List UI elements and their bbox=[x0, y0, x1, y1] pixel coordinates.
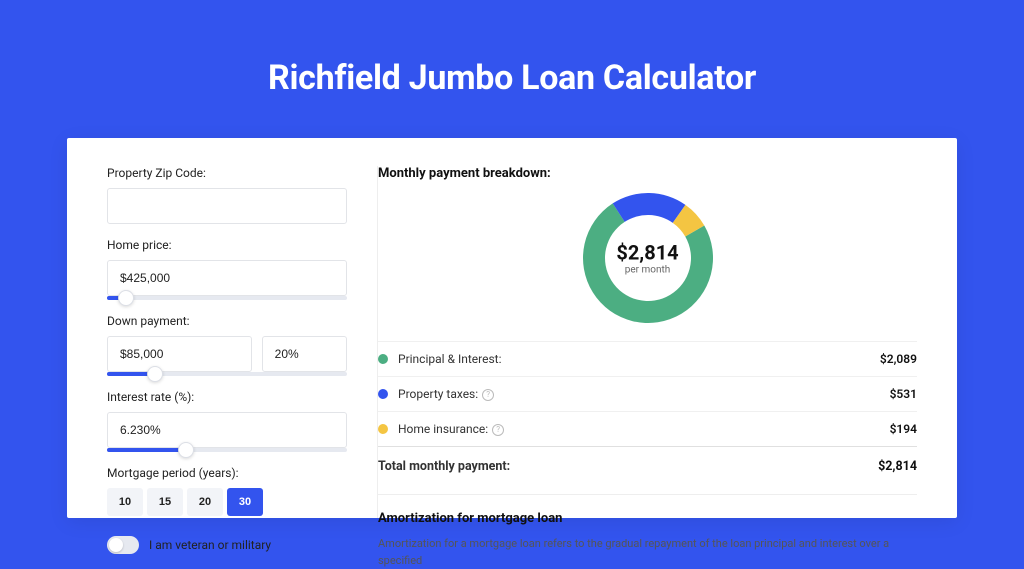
total-value: $2,814 bbox=[878, 459, 917, 474]
home-price-slider[interactable] bbox=[107, 296, 347, 300]
breakdown-row: Home insurance:?$194 bbox=[378, 411, 917, 446]
donut-value: $2,814 bbox=[616, 241, 678, 265]
legend-dot bbox=[378, 389, 388, 399]
calculator-card: Property Zip Code: Home price: Down paym… bbox=[67, 138, 957, 518]
breakdown-row: Property taxes:?$531 bbox=[378, 376, 917, 411]
donut-chart: $2,814 per month bbox=[378, 193, 917, 323]
breakdown-label: Property taxes:? bbox=[398, 387, 890, 401]
interest-slider[interactable] bbox=[107, 448, 347, 452]
down-payment-slider[interactable] bbox=[107, 372, 347, 376]
veteran-toggle[interactable] bbox=[107, 536, 139, 554]
down-payment-pct-input[interactable] bbox=[262, 336, 347, 372]
info-icon[interactable]: ? bbox=[492, 424, 504, 436]
page-title: Richfield Jumbo Loan Calculator bbox=[0, 58, 1024, 98]
breakdown-title: Monthly payment breakdown: bbox=[378, 166, 917, 181]
zip-label: Property Zip Code: bbox=[107, 166, 347, 180]
legend-dot bbox=[378, 424, 388, 434]
breakdown-value: $194 bbox=[890, 422, 917, 436]
slider-thumb[interactable] bbox=[178, 442, 194, 458]
donut-slice bbox=[612, 193, 685, 223]
home-price-label: Home price: bbox=[107, 238, 347, 252]
breakdown-value: $2,089 bbox=[880, 352, 917, 366]
breakdown-label: Principal & Interest: bbox=[398, 352, 880, 366]
interest-label: Interest rate (%): bbox=[107, 390, 347, 404]
total-label: Total monthly payment: bbox=[378, 459, 878, 474]
info-icon[interactable]: ? bbox=[482, 389, 494, 401]
donut-sublabel: per month bbox=[616, 265, 678, 276]
interest-input[interactable] bbox=[107, 412, 347, 448]
form-panel: Property Zip Code: Home price: Down paym… bbox=[107, 166, 347, 518]
legend-dot bbox=[378, 354, 388, 364]
total-row: Total monthly payment: $2,814 bbox=[378, 446, 917, 486]
amortization-title: Amortization for mortgage loan bbox=[378, 511, 917, 526]
home-price-input[interactable] bbox=[107, 260, 347, 296]
period-label: Mortgage period (years): bbox=[107, 466, 347, 480]
slider-thumb[interactable] bbox=[147, 366, 163, 382]
breakdown-label: Home insurance:? bbox=[398, 422, 890, 436]
slider-thumb[interactable] bbox=[118, 290, 134, 306]
amortization-text: Amortization for a mortgage loan refers … bbox=[378, 536, 917, 569]
breakdown-row: Principal & Interest:$2,089 bbox=[378, 341, 917, 376]
breakdown-panel: Monthly payment breakdown: $2,814 per mo… bbox=[377, 166, 917, 518]
down-payment-label: Down payment: bbox=[107, 314, 347, 328]
down-payment-input[interactable] bbox=[107, 336, 252, 372]
breakdown-value: $531 bbox=[890, 387, 917, 401]
zip-input[interactable] bbox=[107, 188, 347, 224]
veteran-label: I am veteran or military bbox=[149, 538, 271, 552]
